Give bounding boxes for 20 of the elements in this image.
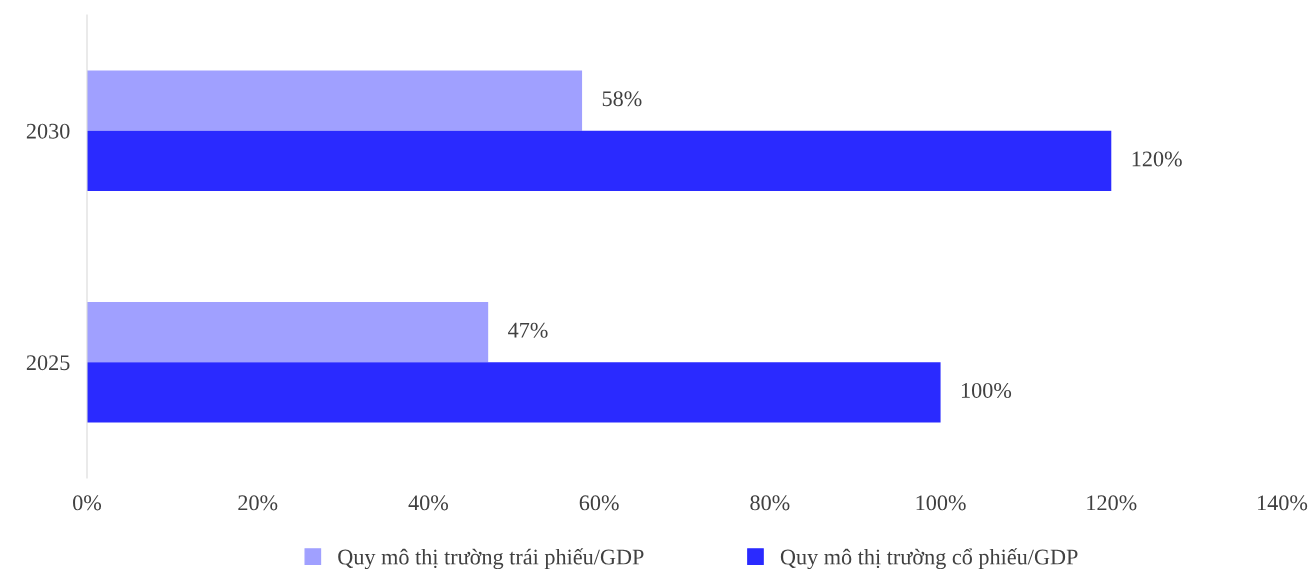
x-tick-label: 0%	[73, 495, 102, 511]
x-tick-label: 40%	[408, 495, 449, 511]
x-tick-label: 20%	[238, 495, 278, 511]
data-label: 100%	[961, 382, 1012, 398]
x-tick-label: 100%	[916, 495, 966, 511]
legend-label: Quy mô thị trường trái phiếu/GDP	[338, 548, 644, 570]
bar	[87, 70, 583, 131]
bar	[87, 130, 1112, 191]
legend-label: Quy mô thị trường cổ phiếu/GDP	[780, 548, 1078, 570]
x-tick-label: 140%	[1258, 495, 1308, 511]
x-tick-label: 120%	[1087, 495, 1137, 511]
data-label: 58%	[602, 91, 642, 107]
bar	[87, 362, 941, 423]
x-tick-label: 80%	[750, 495, 790, 511]
data-label: 120%	[1132, 151, 1182, 167]
y-tick-label: 2030	[26, 123, 70, 139]
x-tick-label: 60%	[579, 495, 619, 511]
bar	[87, 302, 489, 363]
y-tick-label: 2025	[26, 355, 70, 371]
data-label: 47%	[508, 322, 548, 338]
